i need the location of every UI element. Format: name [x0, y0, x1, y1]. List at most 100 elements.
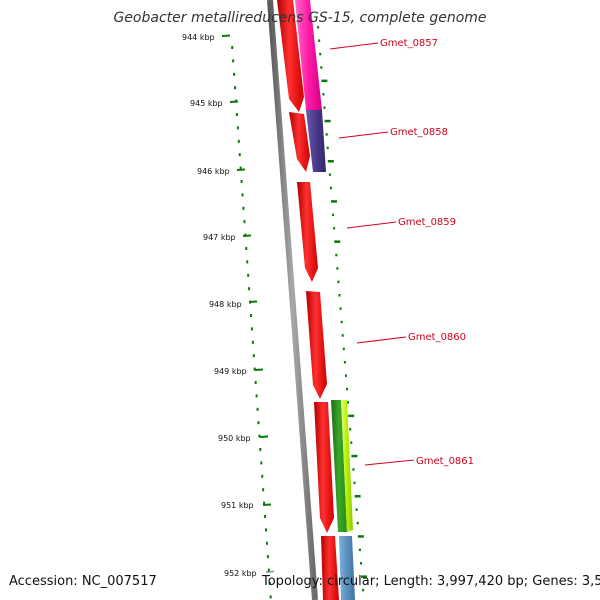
inner-track-dot: [253, 367, 256, 371]
genome-summary-text: Topology: circular; Length: 3,997,420 bp…: [262, 574, 600, 589]
accession-text: Accession: NC_007517: [9, 574, 157, 589]
outer-track-dot: [343, 361, 346, 364]
outer-track-dot: [350, 441, 353, 444]
kbp-tick-mark: [265, 570, 275, 573]
gene-label-0857[interactable]: Gmet_0857: [380, 38, 438, 49]
outer-track-dot: [353, 481, 356, 485]
inner-track-dot: [254, 381, 257, 384]
inner-track-dot: [257, 421, 260, 425]
outer-track-dot: [328, 173, 331, 176]
outer-track-dot: [341, 334, 344, 337]
outer-track-dot: [351, 454, 358, 458]
inner-track-dot: [231, 46, 234, 49]
inner-track-dot: [238, 153, 241, 157]
gene-track-inner: [277, 0, 339, 600]
gene-label-0860[interactable]: Gmet_0860: [408, 332, 466, 343]
inner-track-dot: [265, 541, 268, 545]
outer-track-dot: [331, 200, 338, 203]
inner-track-dot: [263, 501, 266, 505]
outer-track-dot: [355, 508, 358, 511]
inner-track-dot: [264, 515, 267, 518]
inner-track-dot: [261, 474, 264, 478]
tick-label-950: 950 kbp: [218, 434, 251, 443]
gene-label-0858[interactable]: Gmet_0858: [390, 127, 448, 138]
cog-block-indigo[interactable]: [306, 110, 326, 172]
tick-label-945: 945 kbp: [190, 99, 223, 108]
tick-label-952: 952 kbp: [224, 569, 257, 578]
tick-label-947: 947 kbp: [203, 233, 236, 242]
tick-label-951: 951 kbp: [221, 501, 254, 510]
outer-track-dot: [320, 66, 323, 69]
cog-block-steelblue[interactable]: [339, 536, 355, 600]
inner-track-dot: [268, 582, 271, 585]
gene-label-0859[interactable]: Gmet_0859: [398, 217, 456, 228]
outer-track-dot: [344, 374, 347, 377]
gene-track-outer: [295, 0, 355, 600]
kbp-tick-labels: 944 kbp 945 kbp 946 kbp 947 kbp 948 kbp …: [182, 33, 257, 578]
outer-track-dot: [318, 39, 321, 42]
gene-arrow-4[interactable]: [306, 291, 327, 399]
kbp-tick-mark: [221, 34, 231, 37]
inner-track-dot: [256, 407, 259, 411]
outer-track-dot: [327, 160, 334, 163]
inner-track-dot: [245, 247, 248, 250]
genome-title: Geobacter metallireducens GS-15, complet…: [113, 10, 487, 26]
inner-track-dot: [232, 59, 235, 63]
outer-track-dot: [321, 79, 328, 83]
inner-track-dot: [233, 72, 236, 76]
outer-track-dot: [347, 401, 350, 404]
inner-track-dot: [240, 180, 243, 183]
outer-track-dot: [354, 495, 361, 498]
inner-track-dot: [248, 287, 251, 291]
inner-track-dot: [267, 568, 270, 572]
inner-track-dot: [251, 340, 254, 344]
inner-track-dot: [244, 233, 247, 237]
outer-track-dot: [359, 562, 362, 565]
gene-arrow-3[interactable]: [297, 182, 318, 282]
outer-track-dot: [335, 253, 338, 257]
outer-track-dot: [340, 320, 343, 324]
inner-track-dot: [237, 139, 240, 143]
kbp-tick-mark: [259, 435, 269, 438]
outer-track-dot: [346, 387, 349, 391]
cog-block-green[interactable]: [331, 400, 347, 532]
inner-track-dot: [249, 314, 252, 317]
tick-label-946: 946 kbp: [197, 167, 230, 176]
inner-track-dot: [249, 300, 252, 304]
outer-track-dot: [336, 267, 339, 270]
outer-track-dot: [361, 575, 368, 578]
inner-track-dot: [262, 488, 265, 492]
gene-arrow-2[interactable]: [289, 112, 310, 172]
inner-track-dot: [258, 434, 261, 438]
inner-track-dot: [255, 394, 258, 398]
gene-arrow-5[interactable]: [314, 402, 334, 533]
inner-track-dot: [250, 327, 253, 331]
cog-block-magenta[interactable]: [295, 0, 322, 110]
outer-track-dot: [332, 213, 335, 217]
inner-track-dot: [260, 461, 263, 465]
outer-dotted-track: [317, 26, 368, 592]
outer-track-dot: [325, 133, 328, 136]
cog-block-lime[interactable]: [341, 400, 353, 532]
gene-arrow-1[interactable]: [277, 0, 304, 112]
outer-track-dot: [339, 307, 342, 310]
inner-track-dot: [236, 126, 239, 130]
outer-track-dot: [348, 414, 355, 418]
kbp-tick-mark: [254, 368, 264, 371]
tick-label-948: 948 kbp: [209, 300, 242, 309]
outer-track-dot: [324, 119, 331, 123]
kbp-tick-mark: [242, 234, 252, 237]
inner-track-dot: [235, 113, 238, 116]
gene-label-0861[interactable]: Gmet_0861: [416, 456, 474, 467]
inner-track-dot: [264, 528, 267, 532]
outer-track-dot: [322, 93, 325, 96]
outer-track-dot: [317, 26, 320, 29]
inner-track-dot: [234, 86, 237, 90]
gene-arrow-6[interactable]: [321, 536, 339, 600]
outer-track-dot: [342, 347, 345, 351]
outer-track-dot: [352, 468, 355, 471]
tick-label-944: 944 kbp: [182, 33, 215, 42]
outer-track-dot: [319, 52, 322, 56]
inner-track-dot: [259, 448, 262, 451]
